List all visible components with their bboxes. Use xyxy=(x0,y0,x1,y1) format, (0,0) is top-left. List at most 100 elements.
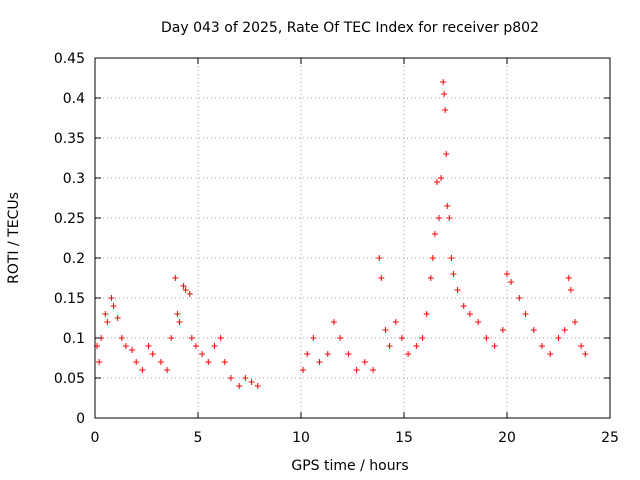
data-point xyxy=(386,343,393,349)
data-point xyxy=(443,151,450,157)
data-point xyxy=(205,359,212,365)
data-point xyxy=(516,295,523,301)
data-point xyxy=(450,271,457,277)
data-point xyxy=(211,343,218,349)
data-point xyxy=(102,311,109,317)
data-point xyxy=(565,275,572,281)
data-point xyxy=(139,367,146,373)
x-tick-label: 10 xyxy=(292,430,310,446)
data-point xyxy=(110,303,117,309)
data-point xyxy=(419,335,426,341)
data-point xyxy=(248,379,255,385)
data-point xyxy=(460,303,467,309)
data-point xyxy=(567,287,574,293)
data-point xyxy=(199,351,206,357)
data-point xyxy=(530,327,537,333)
y-tick-label: 0.2 xyxy=(63,251,85,267)
data-point xyxy=(413,343,420,349)
y-tick-label: 0.3 xyxy=(63,171,85,187)
data-point xyxy=(118,335,125,341)
data-point xyxy=(353,367,360,373)
data-point xyxy=(398,335,405,341)
data-point xyxy=(433,179,440,185)
y-tick-label: 0.05 xyxy=(54,371,85,387)
y-tick-label: 0.15 xyxy=(54,291,85,307)
data-point xyxy=(561,327,568,333)
data-point xyxy=(104,319,111,325)
data-point xyxy=(582,351,589,357)
data-point xyxy=(242,375,249,381)
data-point xyxy=(221,359,228,365)
x-tick-label: 25 xyxy=(601,430,619,446)
x-tick-label: 15 xyxy=(395,430,413,446)
data-point xyxy=(192,343,199,349)
data-point xyxy=(483,335,490,341)
series-roti xyxy=(94,79,589,389)
data-point xyxy=(122,343,129,349)
data-point xyxy=(555,335,562,341)
data-point xyxy=(423,311,430,317)
data-point xyxy=(446,215,453,221)
data-point xyxy=(504,271,510,277)
data-point xyxy=(227,375,234,381)
y-tick-label: 0.45 xyxy=(54,51,85,67)
data-point xyxy=(310,335,317,341)
y-tick-label: 0 xyxy=(76,411,85,427)
data-point xyxy=(382,327,389,333)
data-point xyxy=(436,215,443,221)
data-point xyxy=(129,347,136,353)
data-point xyxy=(304,351,311,357)
data-point xyxy=(164,367,171,373)
data-point xyxy=(405,351,412,357)
data-point xyxy=(522,311,529,317)
y-axis-label: ROTI / TECUs xyxy=(6,192,22,284)
data-point xyxy=(491,343,498,349)
data-point xyxy=(571,319,578,325)
data-point xyxy=(300,367,307,373)
data-point xyxy=(236,383,243,389)
data-point xyxy=(254,383,261,389)
data-point xyxy=(133,359,140,365)
x-axis-label: GPS time / hours xyxy=(291,458,408,474)
data-point xyxy=(429,255,436,261)
data-point xyxy=(182,287,189,293)
data-point xyxy=(442,107,449,113)
data-point xyxy=(361,359,368,365)
x-tick-label: 0 xyxy=(91,430,100,446)
data-point xyxy=(157,359,164,365)
data-points xyxy=(94,79,589,389)
data-point xyxy=(168,335,175,341)
data-point xyxy=(454,287,461,293)
y-tick-label: 0.4 xyxy=(63,91,85,107)
data-point xyxy=(188,335,195,341)
grid-lines xyxy=(95,58,610,418)
data-point xyxy=(578,343,585,349)
data-point xyxy=(392,319,399,325)
data-point xyxy=(172,275,179,281)
data-point xyxy=(114,315,121,321)
data-point xyxy=(539,343,546,349)
data-point xyxy=(337,335,344,341)
data-point xyxy=(444,203,451,209)
data-point xyxy=(466,311,473,317)
data-point xyxy=(427,275,434,281)
data-point xyxy=(174,311,181,317)
data-point xyxy=(180,283,187,289)
y-tick-label: 0.25 xyxy=(54,211,85,227)
data-point xyxy=(145,343,152,349)
data-point xyxy=(441,91,448,97)
data-point xyxy=(176,319,183,325)
chart-title: Day 043 of 2025, Rate Of TEC Index for r… xyxy=(161,20,539,36)
plot-frame xyxy=(94,57,611,419)
y-tick-label: 0.1 xyxy=(63,331,85,347)
data-point xyxy=(440,79,447,85)
data-point xyxy=(431,231,438,237)
data-point xyxy=(217,335,224,341)
data-point xyxy=(330,319,337,325)
data-point xyxy=(345,351,352,357)
data-point xyxy=(508,279,515,285)
data-point xyxy=(475,319,482,325)
data-point xyxy=(324,351,331,357)
